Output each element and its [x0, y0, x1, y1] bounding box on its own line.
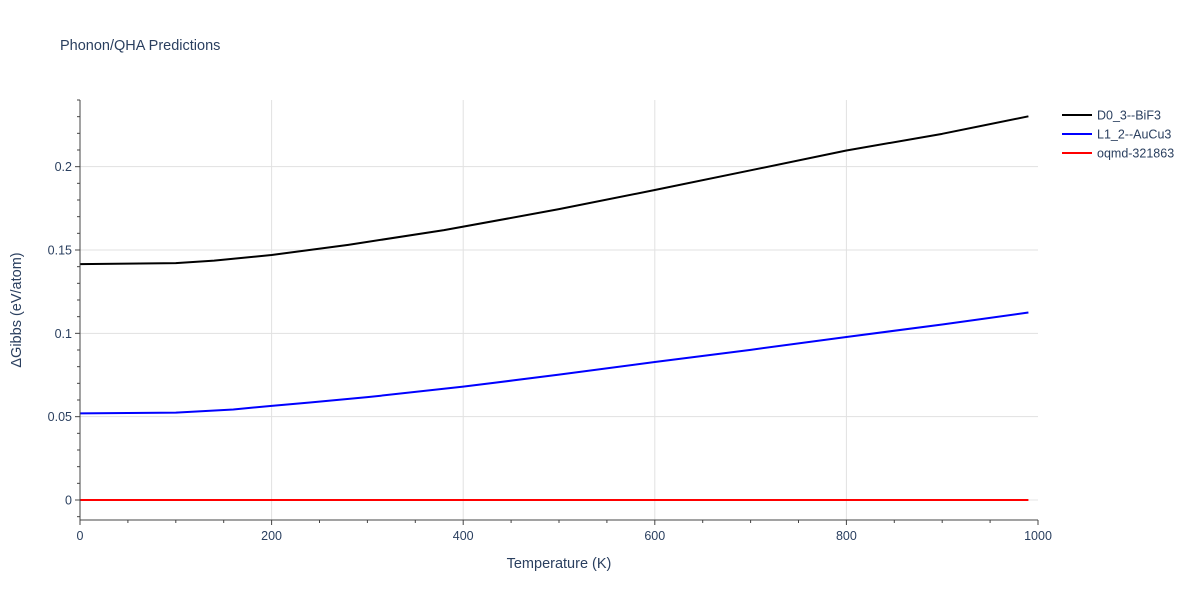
legend-label: D0_3--BiF3	[1097, 109, 1161, 123]
legend-item[interactable]: D0_3--BiF3	[1062, 109, 1161, 123]
chart-title: Phonon/QHA Predictions	[60, 38, 220, 54]
x-axis-title: Temperature (K)	[507, 556, 612, 572]
legend-label: L1_2--AuCu3	[1097, 128, 1171, 142]
series-line-l1-2-aucu3[interactable]	[79, 311, 1029, 415]
tick-labels: 0 200 400 600 800 1000 0 0.05 0.1 0.15 0.2	[48, 160, 1052, 543]
x-tick-label: 800	[836, 529, 857, 543]
y-tick-label: 0	[65, 494, 72, 508]
y-tick-label: 0.1	[55, 327, 72, 341]
x-tick-label: 1000	[1024, 529, 1052, 543]
legend-label: oqmd-321863	[1097, 147, 1174, 161]
y-tick-label: 0.2	[55, 160, 72, 174]
legend[interactable]: D0_3--BiF3 L1_2--AuCu3 oqmd-321863	[1062, 109, 1174, 161]
legend-item[interactable]: oqmd-321863	[1062, 147, 1174, 161]
x-tick-label: 600	[644, 529, 665, 543]
x-tick-label: 200	[261, 529, 282, 543]
series-lines	[79, 115, 1029, 501]
x-tick-label: 400	[453, 529, 474, 543]
y-tick-label: 0.15	[48, 244, 72, 258]
y-tick-label: 0.05	[48, 410, 72, 424]
grid	[80, 100, 1038, 520]
legend-item[interactable]: L1_2--AuCu3	[1062, 128, 1171, 142]
series-line-d0-3-bif3[interactable]	[79, 115, 1029, 266]
x-tick-label: 0	[77, 529, 84, 543]
y-axis-title: ΔGibbs (eV/atom)	[9, 252, 25, 367]
axes	[75, 99, 1039, 525]
